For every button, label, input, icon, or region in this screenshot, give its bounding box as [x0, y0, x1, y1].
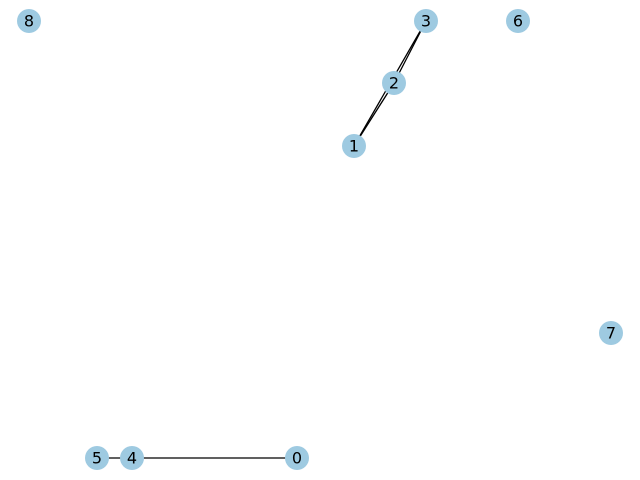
node-circle[interactable] — [599, 321, 623, 345]
node-5[interactable]: 5 — [85, 446, 109, 470]
node-0[interactable]: 0 — [285, 446, 309, 470]
node-circle[interactable] — [85, 446, 109, 470]
node-label: 2 — [389, 74, 399, 93]
nodes-layer: 0 1 2 3 4 5 6 7 8 — [17, 9, 623, 470]
node-3[interactable]: 3 — [414, 9, 438, 33]
node-circle[interactable] — [414, 9, 438, 33]
node-label: 1 — [349, 137, 359, 156]
node-circle[interactable] — [120, 446, 144, 470]
node-label: 4 — [127, 449, 137, 468]
node-label: 6 — [513, 12, 523, 31]
node-circle[interactable] — [382, 71, 406, 95]
node-circle[interactable] — [506, 9, 530, 33]
node-1[interactable]: 1 — [342, 134, 366, 158]
node-label: 8 — [24, 12, 34, 31]
node-label: 3 — [421, 12, 431, 31]
node-label: 5 — [92, 449, 102, 468]
edges-layer — [97, 20, 427, 459]
node-circle[interactable] — [17, 9, 41, 33]
node-7[interactable]: 7 — [599, 321, 623, 345]
node-label: 0 — [292, 449, 302, 468]
node-circle[interactable] — [285, 446, 309, 470]
node-8[interactable]: 8 — [17, 9, 41, 33]
node-label: 7 — [606, 324, 616, 343]
node-6[interactable]: 6 — [506, 9, 530, 33]
node-4[interactable]: 4 — [120, 446, 144, 470]
node-2[interactable]: 2 — [382, 71, 406, 95]
node-circle[interactable] — [342, 134, 366, 158]
